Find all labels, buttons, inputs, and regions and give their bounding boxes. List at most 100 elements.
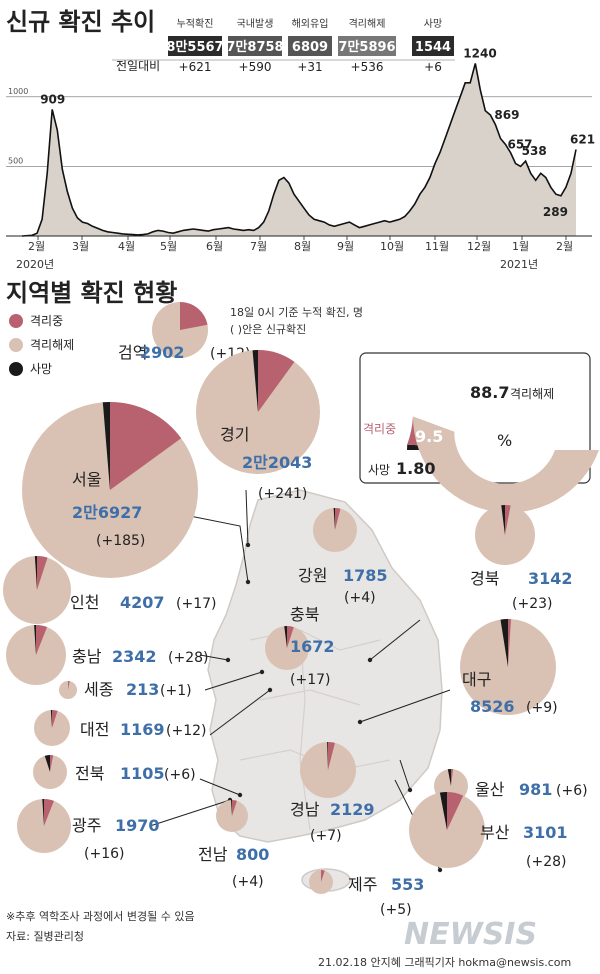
leader-line [369, 619, 421, 661]
x-tick-label: 5월 [160, 240, 177, 253]
leader-dot [259, 669, 265, 675]
region-new: (+185) [96, 533, 145, 549]
released-label: 격리해제 [510, 387, 554, 401]
region-new: (+28) [168, 650, 208, 666]
pie-isolated [508, 619, 512, 667]
stat-box [288, 36, 332, 56]
stat-label: 격리해제 [349, 17, 386, 30]
stat-diff: +536 [351, 60, 384, 74]
region-total: 1672 [290, 637, 335, 656]
stat-value: 6809 [292, 40, 328, 55]
peak-label: 657 [507, 138, 532, 152]
pie-isolated [335, 508, 341, 530]
leader-dot [367, 657, 373, 663]
death-pct-label: 1.80 [396, 459, 435, 478]
x-tick-label: 9월 [337, 240, 354, 253]
region-new: (+241) [258, 486, 307, 502]
pie-isolated [451, 769, 454, 786]
region-total: 8526 [470, 697, 515, 716]
region-name: 전북 [75, 764, 104, 783]
region-name: 제주 [348, 875, 377, 894]
pie-isolated [44, 799, 54, 826]
region-total: 3101 [523, 823, 568, 842]
region-total: 981 [519, 780, 552, 799]
leader-line [359, 689, 451, 723]
leader-line [149, 799, 231, 827]
region-total: 2129 [330, 800, 375, 819]
region-name: 울산 [475, 780, 505, 799]
gauge-released-arc [412, 416, 599, 513]
x-tick-label: 4월 [118, 240, 135, 253]
region-name: 세종 [84, 680, 113, 699]
pie-death [333, 508, 335, 530]
pie-isolated [37, 556, 48, 590]
pie-isolated [328, 742, 335, 770]
region-name: 인천 [70, 593, 99, 612]
isolated-pct-label: 9.5 [415, 427, 443, 446]
death-label: 사망 [368, 463, 390, 477]
stat-diff: +621 [179, 60, 212, 74]
leader-line [399, 759, 411, 791]
region-name: 강원 [298, 566, 327, 585]
pie-isolated [110, 402, 182, 490]
region-name: 경기 [220, 425, 249, 444]
pie-isolated [68, 681, 70, 690]
leader-dot [267, 687, 273, 693]
stat-label: 사망 [424, 18, 442, 30]
peak-label: 869 [494, 108, 519, 122]
stat-diff: +31 [297, 60, 322, 74]
stat-diff: +6 [424, 60, 442, 74]
region-name: 서울 [72, 470, 101, 489]
pie-death [102, 402, 110, 490]
region-total: 3142 [528, 569, 573, 588]
year-label: 2021년 [500, 258, 538, 271]
pie-isolated [447, 792, 464, 830]
x-tick-label: 12월 [467, 240, 491, 253]
pie-death [447, 769, 451, 786]
summary-gauge: 88.7 격리해제 격리중 9.5 사망 1.80 % [359, 352, 599, 513]
region-new: (+4) [232, 874, 264, 890]
region-name: 경남 [290, 800, 320, 819]
leader-line [199, 654, 229, 661]
leader-line [209, 689, 271, 736]
leader-lines [149, 489, 451, 873]
region-new: (+12) [166, 723, 206, 739]
region-name: 대구 [462, 670, 491, 689]
pie-isolated [232, 800, 237, 816]
year-label: 2020년 [16, 258, 54, 271]
region-new: (+7) [310, 828, 342, 844]
reference-label: 1000 [8, 87, 28, 96]
stat-value: 8만5567 [166, 39, 223, 55]
region-new: (+23) [512, 596, 552, 612]
legend-label: 격리해제 [30, 338, 74, 352]
region-new: (+28) [526, 854, 566, 870]
x-tick-label: 2월 [556, 240, 573, 253]
leader-dot [245, 579, 251, 585]
region-new: (+17) [176, 596, 216, 612]
leader-dot [237, 792, 243, 798]
peak-label: 621 [570, 133, 595, 147]
region-total: 4207 [120, 593, 165, 612]
region-new: (+17) [290, 672, 330, 688]
region-total: 800 [236, 845, 269, 864]
pie-death [50, 710, 52, 728]
footer-note: ※추후 역학조사 과정에서 변경될 수 있음 [6, 909, 195, 923]
region-new: (+4) [344, 590, 376, 606]
leader-dot [225, 657, 231, 663]
stats-table: 전일대비 누적확진 8만5567 +621 국내발생 7만8758 +590 해외유입 6809… [112, 17, 455, 74]
isolated-label: 격리중 [363, 422, 396, 436]
region-total: 213 [126, 680, 159, 699]
stat-label: 누적확진 [177, 18, 214, 30]
pie-death [501, 505, 505, 535]
footer-credit: 21.02.18 안지혜 그래픽기자 hokma@newsis.com [318, 956, 571, 969]
x-tick-label: 11월 [425, 240, 449, 253]
leader-line [204, 671, 263, 691]
stat-box [228, 36, 282, 56]
region-total: 1970 [115, 816, 160, 835]
pie-death [500, 619, 508, 667]
regional-note-1: 18일 0시 기준 누적 확진, 명 [230, 305, 363, 319]
pie-death [327, 742, 328, 770]
region-total: 2342 [112, 647, 157, 666]
